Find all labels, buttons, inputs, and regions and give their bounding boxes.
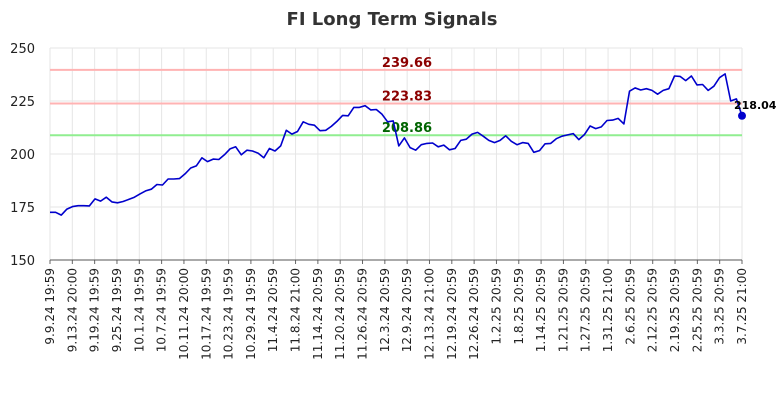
x-tick-label: 2.25.25 20:59 xyxy=(690,268,704,352)
x-tick-label: 3.3.25 20:59 xyxy=(713,268,727,345)
x-tick-label: 9.13.24 20:00 xyxy=(65,268,79,352)
x-tick-label: 12.19.24 20:59 xyxy=(445,268,459,360)
y-tick-label: 250 xyxy=(10,42,35,57)
x-tick-label: 9.25.24 19:59 xyxy=(110,268,124,352)
y-axis: 150 175 200 225 250 xyxy=(10,42,35,269)
x-tick-label: 10.23.24 19:59 xyxy=(222,268,236,360)
x-tick-label: 9.9.24 19:59 xyxy=(43,268,57,345)
signal-level-label: 223.83 xyxy=(382,89,432,104)
x-tick-label: 12.3.24 20:59 xyxy=(378,268,392,352)
x-tick-label: 12.26.24 20:59 xyxy=(467,268,481,360)
x-tick-label: 2.6.25 20:59 xyxy=(623,268,637,345)
chart-title: FI Long Term Signals xyxy=(287,9,498,30)
x-axis: 9.9.24 19:59 9.13.24 20:00 9.19.24 19:59 9.… xyxy=(43,259,749,360)
signal-level-label: 208.86 xyxy=(382,121,432,136)
y-tick-label: 150 xyxy=(10,254,35,269)
x-tick-label: 3.7.25 21:00 xyxy=(735,268,749,345)
price-line xyxy=(50,73,743,216)
signal-levels: 239.66 223.83 208.86 xyxy=(50,56,742,137)
x-tick-label: 2.19.25 20:59 xyxy=(668,268,682,352)
signal-level-label: 239.66 xyxy=(382,56,432,71)
last-value-label: 218.04 xyxy=(734,99,777,112)
x-tick-label: 1.27.25 20:59 xyxy=(579,268,593,352)
x-tick-label: 1.21.25 20:59 xyxy=(556,268,570,352)
x-tick-label: 11.20.24 20:59 xyxy=(333,268,347,360)
x-tick-label: 1.31.25 21:00 xyxy=(601,268,615,352)
x-tick-label: 11.26.24 20:59 xyxy=(356,268,370,360)
x-tick-label: 10.1.24 19:59 xyxy=(132,268,146,352)
last-value-marker xyxy=(738,111,746,120)
x-tick-label: 12.13.24 21:00 xyxy=(422,268,436,360)
x-tick-label: 1.8.25 20:59 xyxy=(512,268,526,345)
x-tick-label: 10.17.24 19:59 xyxy=(199,268,213,360)
y-tick-label: 175 xyxy=(10,201,35,216)
x-tick-label: 10.11.24 20:00 xyxy=(177,268,191,360)
x-tick-label: 1.2.25 20:59 xyxy=(489,268,503,345)
x-tick-label: 10.29.24 19:59 xyxy=(244,268,258,360)
grid xyxy=(49,47,743,261)
x-tick-label: 10.7.24 19:59 xyxy=(155,268,169,352)
x-tick-label: 1.14.25 20:59 xyxy=(534,268,548,352)
y-tick-label: 200 xyxy=(10,148,35,163)
y-tick-label: 225 xyxy=(10,95,35,110)
x-tick-label: 9.19.24 19:59 xyxy=(88,268,102,352)
price-series: 218.04 xyxy=(50,73,777,216)
x-tick-label: 11.8.24 21:00 xyxy=(289,268,303,352)
x-tick-label: 12.9.24 20:59 xyxy=(400,268,414,352)
x-tick-label: 11.4.24 20:59 xyxy=(266,268,280,352)
x-tick-label: 11.14.24 20:59 xyxy=(311,268,325,360)
x-tick-label: 2.12.25 20:59 xyxy=(646,268,660,352)
